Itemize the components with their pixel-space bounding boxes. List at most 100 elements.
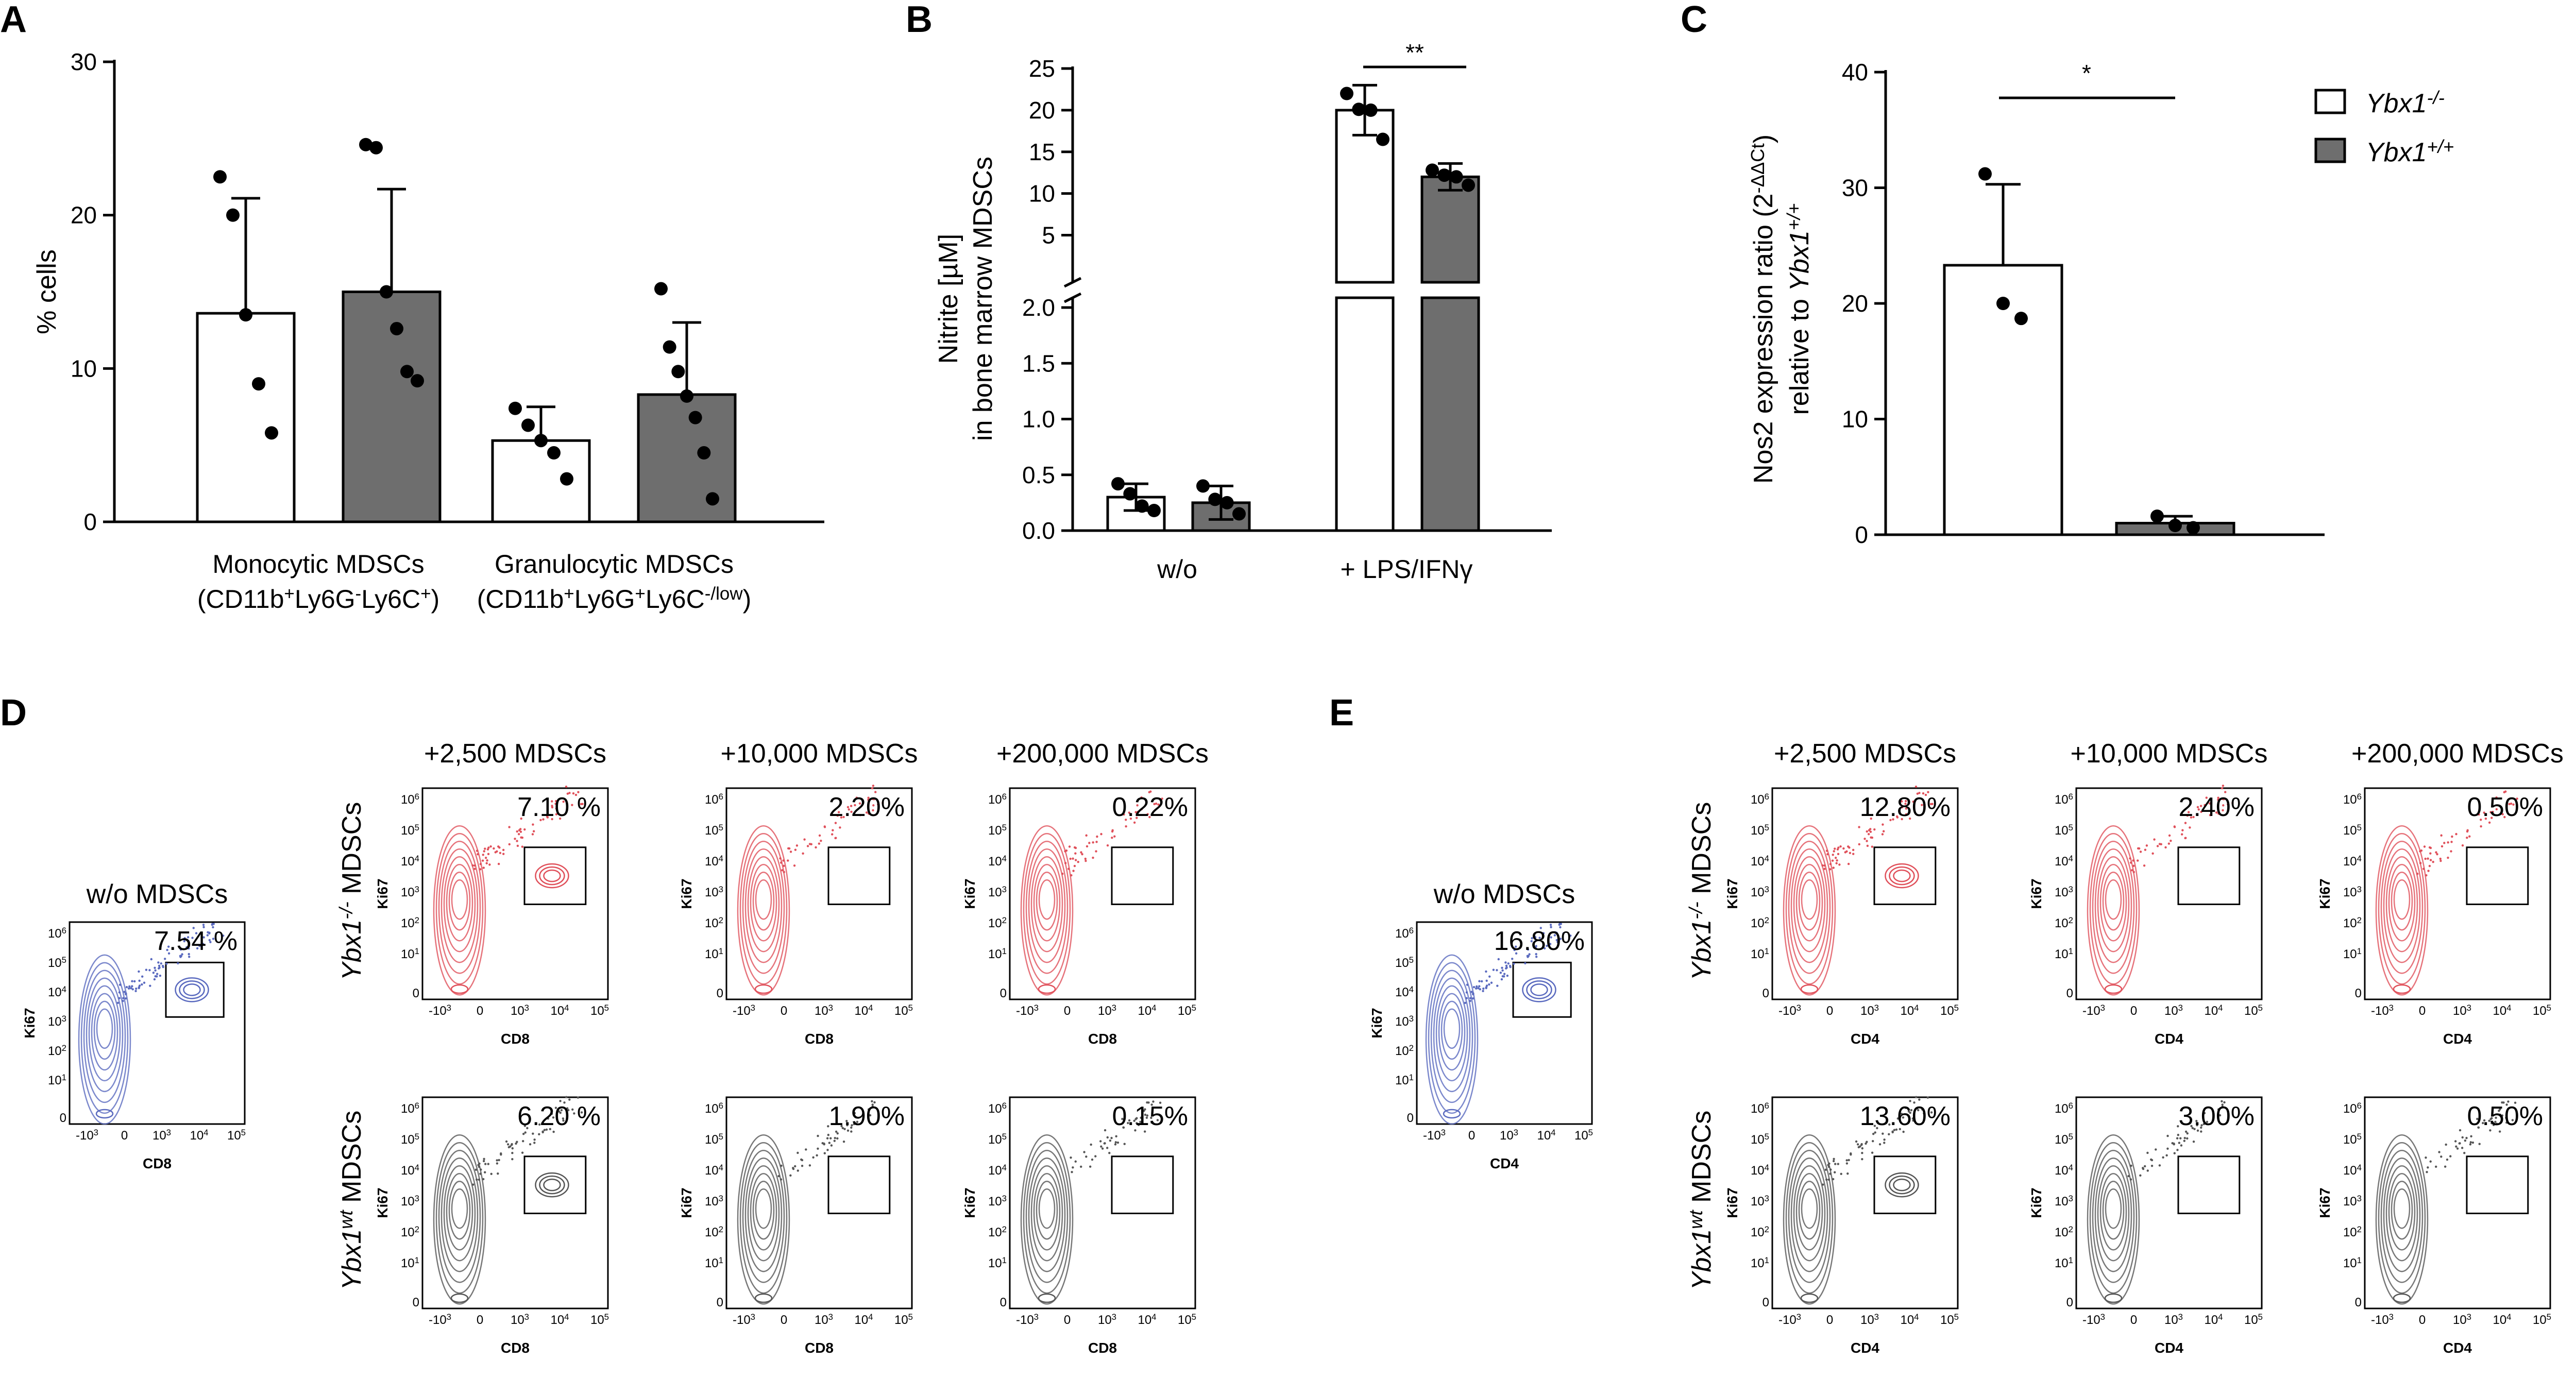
event-dot — [1149, 790, 1152, 793]
event-dot — [477, 853, 479, 856]
contour — [1889, 1175, 1915, 1195]
category-sublabel-a1-part: (CD11b — [197, 585, 284, 614]
x-tick-label-part: 10 — [1574, 1129, 1588, 1143]
category-sublabel-a1-part: Ly6C — [361, 585, 420, 614]
event-dot — [1895, 815, 1899, 818]
category-sublabel-a1-part: ) — [431, 585, 440, 614]
event-dot — [1848, 1159, 1850, 1162]
event-dot — [494, 851, 497, 854]
event-dot — [2166, 1134, 2169, 1137]
event-dot — [523, 1125, 527, 1127]
event-dot — [2156, 845, 2159, 847]
y-tick-label-part: 10 — [705, 1256, 719, 1270]
event-dot — [2132, 871, 2135, 874]
event-dot — [2202, 1122, 2205, 1126]
event-dot — [1899, 1128, 1901, 1131]
contour — [1036, 1180, 1058, 1240]
contour — [1526, 980, 1552, 999]
contour — [2383, 848, 2421, 963]
y-axis-label-c2-part: +/+ — [1783, 203, 1804, 230]
x-tick-label-part: 10 — [1537, 1129, 1551, 1143]
event-dot — [1839, 845, 1842, 848]
event-dot — [131, 985, 133, 988]
y-tick-label: 104 — [988, 854, 1007, 869]
event-dot — [2132, 864, 2135, 867]
event-dot — [198, 945, 201, 947]
event-dot — [1834, 1171, 1836, 1173]
event-dot — [2179, 1137, 2182, 1139]
event-dot — [2131, 869, 2133, 872]
gate-percentage: 2.40% — [2179, 792, 2255, 822]
event-dot — [1104, 1129, 1107, 1132]
x-tick-label-part: -10 — [733, 1313, 751, 1327]
event-dot — [157, 967, 160, 969]
gate — [1111, 846, 1174, 906]
x-tick-label: 0 — [1826, 1004, 1833, 1018]
contour — [1443, 1109, 1461, 1119]
event-dot — [159, 974, 162, 977]
event-dot — [2190, 816, 2193, 819]
event-dot — [148, 969, 151, 972]
event-dot — [188, 947, 190, 950]
bar — [1943, 264, 2063, 536]
contour — [2375, 1134, 2429, 1305]
y-tick-label-part: 10 — [988, 855, 1002, 869]
y-tick-label-part: 10 — [988, 1102, 1002, 1116]
category-sublabel-a1-part: + — [420, 584, 431, 604]
contour — [744, 848, 783, 963]
event-dot — [836, 1137, 839, 1140]
event-dot — [1096, 835, 1098, 838]
event-dot — [2176, 1137, 2179, 1139]
event-dot — [1930, 1111, 1933, 1114]
event-dot — [826, 1149, 829, 1151]
plot-frame — [1771, 787, 1959, 1000]
event-dot — [1133, 1119, 1136, 1122]
event-dot — [2145, 844, 2148, 847]
event-dot — [208, 939, 211, 942]
event-dot — [871, 1100, 873, 1103]
y-tick-label: 102 — [2343, 1224, 2362, 1239]
y-tick-label: 104 — [1395, 984, 1414, 999]
y-tick-label-part: 10 — [1751, 1256, 1765, 1270]
y-tick-label: 106 — [705, 1101, 723, 1116]
event-dot — [1882, 830, 1885, 832]
x-axis-label: CD4 — [2443, 1031, 2472, 1047]
event-dot — [2440, 1155, 2443, 1158]
event-dot — [141, 983, 143, 986]
y-tick-label: 103 — [1395, 1014, 1414, 1029]
event-dot — [531, 833, 534, 836]
y-tick-label: 101 — [988, 946, 1007, 961]
event-dot — [1072, 1166, 1074, 1169]
event-dot — [853, 1122, 855, 1126]
event-dot — [1069, 857, 1072, 860]
contour — [450, 1293, 469, 1303]
data-point — [359, 138, 372, 151]
x-tick-label: -103 — [1016, 1312, 1039, 1327]
y-tick-label-part: 4 — [2357, 854, 2362, 863]
event-dot — [506, 1143, 510, 1146]
contour — [750, 1172, 777, 1251]
y-tick-label-part: 10 — [705, 916, 719, 930]
event-dot — [789, 850, 792, 853]
data-point — [680, 389, 693, 403]
y-tick-label-part: 10 — [48, 1044, 62, 1058]
event-dot — [1883, 1138, 1886, 1141]
event-dot — [1150, 1103, 1153, 1106]
y-tick-label-part: 10 — [2055, 855, 2069, 869]
control-title: w/o MDSCs — [1433, 879, 1575, 909]
event-dot — [1844, 851, 1846, 854]
y-tick-label-part: 3 — [1765, 884, 1769, 894]
y-tick-label-part: 10 — [705, 793, 719, 807]
y-tick-label-part: 10 — [1395, 1074, 1409, 1087]
contour — [1795, 863, 1823, 942]
x-tick-label-part: 10 — [590, 1313, 604, 1327]
legend-label-ko: Ybx1-/- — [2366, 87, 2445, 118]
contour — [2388, 863, 2416, 942]
event-dot — [2217, 798, 2219, 801]
y-tick-label: 106 — [401, 1101, 419, 1116]
event-dot — [2466, 829, 2469, 832]
x-tick-label: 103 — [511, 1003, 529, 1018]
row-label-wt: Ybx1wt MDSCs — [335, 1111, 367, 1290]
